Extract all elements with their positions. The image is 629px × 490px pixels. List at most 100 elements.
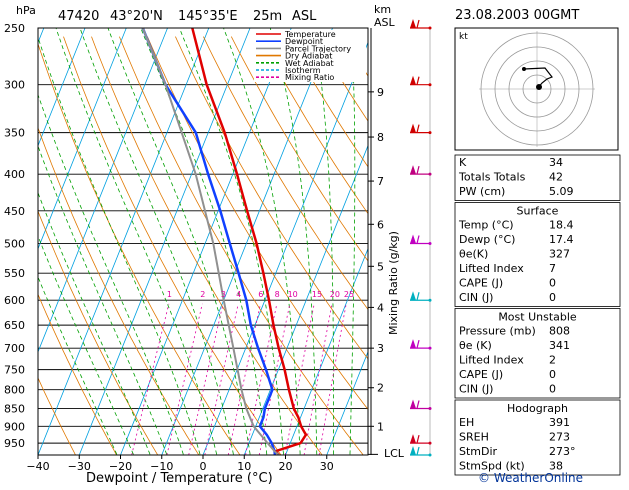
wind-barb-feather <box>416 400 420 409</box>
wind-barb <box>410 75 432 87</box>
wet-adiabat-line <box>269 28 318 455</box>
wind-barb-pennant <box>410 446 416 455</box>
wind-barb-feather <box>416 19 420 29</box>
pressure-tick-label: 600 <box>4 294 25 307</box>
mixing-ratio-label: 8 <box>275 290 280 299</box>
dry-adiabat-line <box>91 36 323 455</box>
dry-adiabat-line <box>147 36 368 411</box>
sounding-profiles <box>141 28 308 455</box>
wet-adiabat-line <box>349 28 356 455</box>
height-axis: 1 2 3 4 5 6 7 8 9 <box>368 28 384 455</box>
indices-table: K 34 Totals Totals 42 PW (cm) 5.09 SurfaceTemp… <box>454 154 621 476</box>
most-unstable-value: 2 <box>549 354 556 367</box>
x-tick-label: −10 <box>150 460 173 473</box>
wind-barb <box>410 434 432 445</box>
x-tick-label: −30 <box>68 460 91 473</box>
station-lat: 43°20'N <box>110 9 163 24</box>
wind-barbs <box>410 19 432 457</box>
mixing-ratio-line <box>284 303 315 455</box>
isotherm-line <box>38 28 168 353</box>
wind-barb-feather <box>416 166 420 175</box>
index-label: K <box>459 156 467 169</box>
surface-label: θe(K) <box>459 248 488 261</box>
mixing-ratio-label: 4 <box>236 290 241 299</box>
wind-barb-station <box>428 298 432 302</box>
pressure-tick-label: 650 <box>4 319 25 332</box>
dry-adiabat-line <box>258 36 368 215</box>
isotherm-line <box>0 28 3 455</box>
wind-barb-pennant <box>410 165 416 175</box>
most-unstable-value: 808 <box>549 325 570 338</box>
wet-adiabat-line <box>79 28 234 455</box>
wet-adiabat-line <box>38 235 134 455</box>
isotherm-line <box>326 350 368 455</box>
surface-value: 327 <box>549 248 570 261</box>
storm-motion-marker <box>536 84 542 90</box>
wind-barb <box>410 446 432 457</box>
wet-adiabat-line <box>107 28 251 455</box>
wind-barb <box>410 339 432 350</box>
index-value: 5.09 <box>549 185 574 198</box>
x-tick-label: 0 <box>200 460 207 473</box>
mixing-ratio-line <box>166 303 203 455</box>
hodograph: kt <box>454 27 619 151</box>
legend-label: Mixing Ratio <box>285 73 334 82</box>
legend-label: Temperature <box>284 30 336 39</box>
mixing-ratio-label: 3 <box>221 290 226 299</box>
surface-value: 17.4 <box>549 233 574 246</box>
isotherm-line <box>202 41 368 455</box>
surface-label: Dewp (°C) <box>459 233 515 246</box>
index-label: PW (cm) <box>459 185 505 198</box>
wind-barb-feather <box>416 235 420 244</box>
wind-barb-station <box>428 346 432 350</box>
wet-adiabat-line <box>179 28 284 455</box>
wind-barb <box>410 234 432 246</box>
isotherm-line <box>120 28 292 455</box>
km-tick-label: 4 <box>377 301 384 314</box>
hodograph-kt-label: kt <box>459 32 468 42</box>
wind-barb-station <box>428 453 432 457</box>
dry-adiabat-line <box>38 293 117 455</box>
x-tick-label: −40 <box>26 460 49 473</box>
hodograph-stats-value: 273° <box>549 445 576 458</box>
isotherm-line <box>38 28 127 250</box>
wet-adiabat-line <box>313 28 334 455</box>
hodograph-stats-label: SREH <box>459 431 489 444</box>
hodograph-stats-label: EH <box>459 416 474 429</box>
isotherm-line <box>243 144 368 455</box>
pressure-tick-label: 900 <box>4 420 25 433</box>
station-lon: 145°35'E <box>178 9 238 24</box>
dry-adiabat-line <box>230 36 368 262</box>
station-elev: 25m <box>253 9 282 24</box>
pressure-tick-label: 450 <box>4 205 25 218</box>
wind-barb-feather <box>416 124 420 133</box>
mixing-ratio-line <box>188 303 224 455</box>
diagram-grid <box>0 28 368 455</box>
wind-barb-station <box>428 242 432 246</box>
km-tick-label: 6 <box>377 218 384 231</box>
most-unstable-label: Pressure (mb) <box>459 325 536 338</box>
dry-adiabat-line <box>286 36 368 168</box>
hodograph-stats-value: 391 <box>549 416 570 429</box>
index-box <box>454 154 621 201</box>
km-asl-label: ASL <box>374 16 396 29</box>
mixing-ratio-line <box>131 303 170 455</box>
mixing-ratio-line <box>303 303 333 455</box>
lcl-label: LCL <box>384 447 405 460</box>
pressure-tick-label: 400 <box>4 168 25 181</box>
wet-adiabat-line <box>38 36 201 455</box>
wet-adiabat-line <box>38 93 184 455</box>
km-tick-label: 7 <box>377 175 384 188</box>
wind-barb-pennant <box>410 434 416 444</box>
hpa-label: hPa <box>16 4 36 17</box>
isotherm-line <box>285 247 368 455</box>
wind-barb-pennant <box>410 19 416 28</box>
surface-label: CAPE (J) <box>459 277 503 290</box>
km-label: km <box>374 3 391 16</box>
most-unstable-label: θe (K) <box>459 339 492 352</box>
wind-barb-feather <box>416 446 420 456</box>
hodograph-stats-label: StmSpd (kt) <box>459 460 525 473</box>
dry-adiabat-line <box>38 126 200 455</box>
surface-value: 0 <box>549 291 556 304</box>
